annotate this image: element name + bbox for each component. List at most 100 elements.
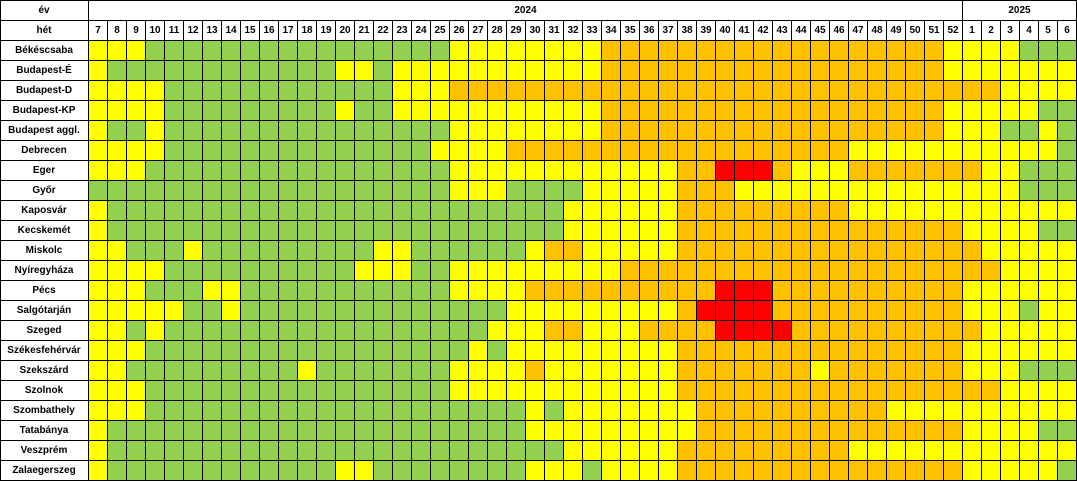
heat-cell [981, 100, 1001, 121]
heat-cell [1057, 140, 1077, 161]
heat-cell [373, 220, 393, 241]
heat-cell [1019, 100, 1039, 121]
heat-cell [981, 440, 1001, 461]
heat-cell [411, 240, 431, 261]
heat-cell [221, 160, 241, 181]
heat-cell [335, 420, 355, 441]
heat-cell [221, 340, 241, 361]
heat-cell [582, 320, 602, 341]
heat-cell [221, 120, 241, 141]
heat-cell [601, 180, 621, 201]
heat-cell [962, 220, 982, 241]
heat-cell [335, 120, 355, 141]
heat-cell [848, 440, 868, 461]
heat-cell [753, 160, 773, 181]
heat-cell [601, 320, 621, 341]
heat-cell [202, 440, 222, 461]
heat-cell [848, 160, 868, 181]
heat-cell [373, 260, 393, 281]
heat-cell [753, 240, 773, 261]
heat-cell [373, 180, 393, 201]
heat-cell [183, 180, 203, 201]
heat-cell [658, 460, 678, 481]
heat-cell [620, 380, 640, 401]
heat-cell [525, 380, 545, 401]
heat-cell [278, 320, 298, 341]
heat-cell [202, 160, 222, 181]
heat-cell [544, 260, 564, 281]
heat-cell [297, 220, 317, 241]
heat-cell [88, 360, 108, 381]
heat-cell [601, 340, 621, 361]
heat-cell [886, 280, 906, 301]
heat-cell [411, 140, 431, 161]
heat-cell [1038, 80, 1058, 101]
heat-cell [886, 100, 906, 121]
heat-cell [259, 240, 279, 261]
heat-cell [943, 80, 963, 101]
heat-cell [772, 420, 792, 441]
heat-cell [202, 180, 222, 201]
heat-cell [715, 380, 735, 401]
heat-cell [316, 240, 336, 261]
heat-cell [126, 320, 146, 341]
heat-cell [772, 180, 792, 201]
heat-cell [696, 280, 716, 301]
heat-cell [373, 380, 393, 401]
heat-cell [506, 300, 526, 321]
heat-cell [772, 140, 792, 161]
heat-cell [297, 360, 317, 381]
heat-cell [810, 380, 830, 401]
heat-cell [886, 380, 906, 401]
heat-cell [658, 40, 678, 61]
heat-cell [791, 420, 811, 441]
heat-cell [107, 120, 127, 141]
heat-cell [525, 220, 545, 241]
heat-cell [316, 420, 336, 441]
heat-cell [810, 100, 830, 121]
heat-cell [506, 340, 526, 361]
heat-cell [430, 100, 450, 121]
week-number: 42 [757, 25, 769, 36]
heat-cell [848, 100, 868, 121]
heat-cell [449, 360, 469, 381]
heat-cell [753, 340, 773, 361]
heat-cell [164, 360, 184, 381]
heat-cell [278, 60, 298, 81]
heat-cell [449, 40, 469, 61]
heat-cell [164, 40, 184, 61]
heat-cell [525, 460, 545, 481]
heat-cell [1000, 80, 1020, 101]
heat-cell [240, 420, 260, 441]
heat-cell [126, 300, 146, 321]
heat-cell [867, 40, 887, 61]
heat-cell [772, 360, 792, 381]
heat-cell [183, 140, 203, 161]
heat-cell [563, 400, 583, 421]
heat-cell [924, 200, 944, 221]
heat-cell [430, 380, 450, 401]
heat-cell [525, 240, 545, 261]
heat-cell [430, 80, 450, 101]
heat-cell [734, 80, 754, 101]
heat-cell [145, 280, 165, 301]
week-number: 6 [1064, 25, 1070, 36]
heat-cell [829, 280, 849, 301]
heat-cell [601, 140, 621, 161]
heat-cell [259, 100, 279, 121]
heat-cell [259, 320, 279, 341]
heat-cell [183, 260, 203, 281]
heat-cell [1057, 80, 1077, 101]
heat-cell [905, 380, 925, 401]
heat-cell [582, 400, 602, 421]
heat-cell [468, 300, 488, 321]
heat-cell [772, 400, 792, 421]
heat-cell [221, 380, 241, 401]
heat-cell [867, 120, 887, 141]
heat-cell [715, 60, 735, 81]
heat-cell [392, 40, 412, 61]
heat-cell [506, 80, 526, 101]
heat-cell [905, 300, 925, 321]
heat-cell [962, 300, 982, 321]
heat-cell [449, 280, 469, 301]
